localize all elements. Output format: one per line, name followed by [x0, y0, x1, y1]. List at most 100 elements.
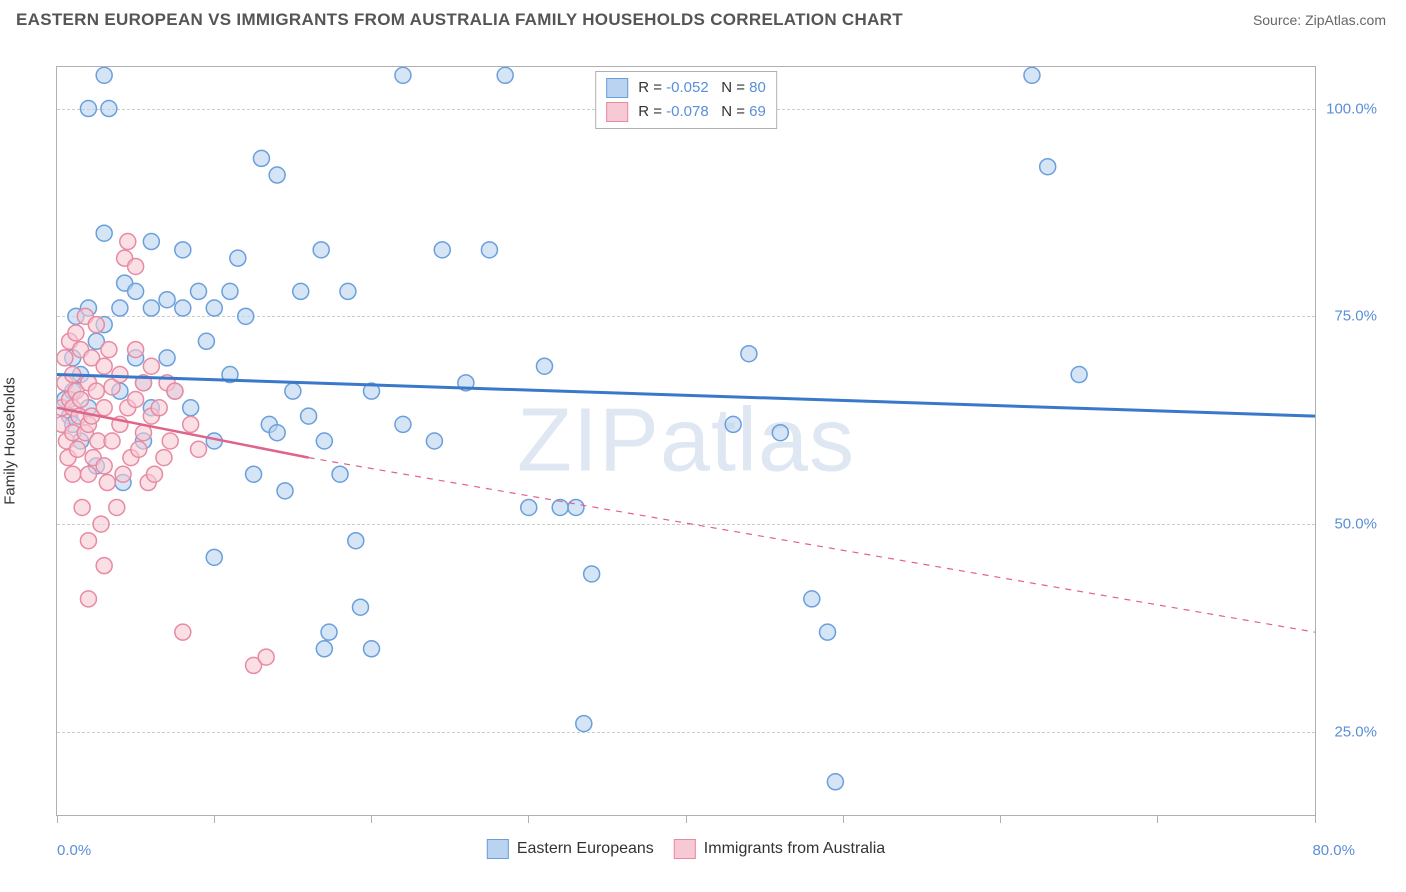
scatter-point [222, 283, 238, 299]
scatter-point [772, 425, 788, 441]
scatter-point [101, 101, 117, 117]
scatter-point [426, 433, 442, 449]
scatter-point [584, 566, 600, 582]
scatter-point [293, 283, 309, 299]
scatter-point [73, 391, 89, 407]
y-tick-label: 25.0% [1334, 723, 1377, 740]
scatter-point [568, 499, 584, 515]
scatter-point [96, 225, 112, 241]
scatter-point [1040, 159, 1056, 175]
scatter-point [277, 483, 293, 499]
plot-area: ZIPatlas 25.0%50.0%75.0%100.0%0.0%80.0%R… [56, 66, 1316, 816]
scatter-point [96, 400, 112, 416]
scatter-point [109, 499, 125, 515]
chart-container: Family Households ZIPatlas 25.0%50.0%75.… [16, 40, 1386, 842]
x-max-label: 80.0% [1312, 842, 1355, 859]
scatter-point [364, 641, 380, 657]
scatter-point [96, 358, 112, 374]
scatter-point [146, 466, 162, 482]
scatter-point [258, 649, 274, 665]
scatter-point [159, 350, 175, 366]
scatter-point [57, 350, 73, 366]
scatter-point [497, 67, 513, 83]
scatter-point [175, 300, 191, 316]
scatter-point [128, 283, 144, 299]
scatter-point [143, 358, 159, 374]
scatter-point [340, 283, 356, 299]
y-tick-label: 50.0% [1334, 516, 1377, 533]
scatter-point [183, 400, 199, 416]
scatter-point [301, 408, 317, 424]
scatter-point [206, 300, 222, 316]
scatter-point [96, 67, 112, 83]
scatter-point [820, 624, 836, 640]
y-tick-label: 75.0% [1334, 308, 1377, 325]
scatter-point [156, 450, 172, 466]
y-axis-label: Family Households [2, 377, 19, 505]
scatter-point [269, 425, 285, 441]
scatter-point [74, 499, 90, 515]
scatter-point [65, 466, 81, 482]
scatter-point [128, 258, 144, 274]
scatter-point [128, 342, 144, 358]
scatter-point [80, 533, 96, 549]
chart-title: EASTERN EUROPEAN VS IMMIGRANTS FROM AUST… [16, 10, 903, 30]
plot-svg [57, 67, 1315, 815]
scatter-point [481, 242, 497, 258]
scatter-point [285, 383, 301, 399]
scatter-point [395, 67, 411, 83]
scatter-point [80, 591, 96, 607]
scatter-point [159, 292, 175, 308]
scatter-point [80, 101, 96, 117]
scatter-point [143, 300, 159, 316]
scatter-point [198, 333, 214, 349]
scatter-point [99, 475, 115, 491]
scatter-point [120, 234, 136, 250]
scatter-point [112, 300, 128, 316]
regression-line [57, 375, 1315, 417]
scatter-point [68, 325, 84, 341]
scatter-point [96, 458, 112, 474]
scatter-point [741, 346, 757, 362]
scatter-point [246, 466, 262, 482]
scatter-point [88, 317, 104, 333]
y-tick-label: 100.0% [1326, 100, 1377, 117]
source-label: Source: ZipAtlas.com [1253, 12, 1386, 28]
scatter-point [434, 242, 450, 258]
scatter-point [162, 433, 178, 449]
scatter-point [1071, 367, 1087, 383]
scatter-point [167, 383, 183, 399]
scatter-point [804, 591, 820, 607]
scatter-point [143, 234, 159, 250]
x-min-label: 0.0% [57, 842, 91, 859]
scatter-point [101, 342, 117, 358]
scatter-point [269, 167, 285, 183]
scatter-point [521, 499, 537, 515]
scatter-point [230, 250, 246, 266]
scatter-point [131, 441, 147, 457]
scatter-point [536, 358, 552, 374]
scatter-point [191, 441, 207, 457]
scatter-point [104, 433, 120, 449]
scatter-point [206, 549, 222, 565]
scatter-point [552, 499, 568, 515]
scatter-point [316, 641, 332, 657]
scatter-point [80, 466, 96, 482]
scatter-point [128, 391, 144, 407]
scatter-point [175, 242, 191, 258]
scatter-point [348, 533, 364, 549]
scatter-point [827, 774, 843, 790]
scatter-point [93, 516, 109, 532]
scatter-point [1024, 67, 1040, 83]
scatter-point [238, 308, 254, 324]
scatter-point [352, 599, 368, 615]
scatter-point [576, 716, 592, 732]
scatter-point [88, 383, 104, 399]
scatter-point [175, 624, 191, 640]
scatter-point [183, 416, 199, 432]
scatter-point [725, 416, 741, 432]
scatter-point [115, 466, 131, 482]
scatter-point [321, 624, 337, 640]
scatter-point [332, 466, 348, 482]
legend-stats: R = -0.052 N = 80R = -0.078 N = 69 [595, 71, 777, 129]
